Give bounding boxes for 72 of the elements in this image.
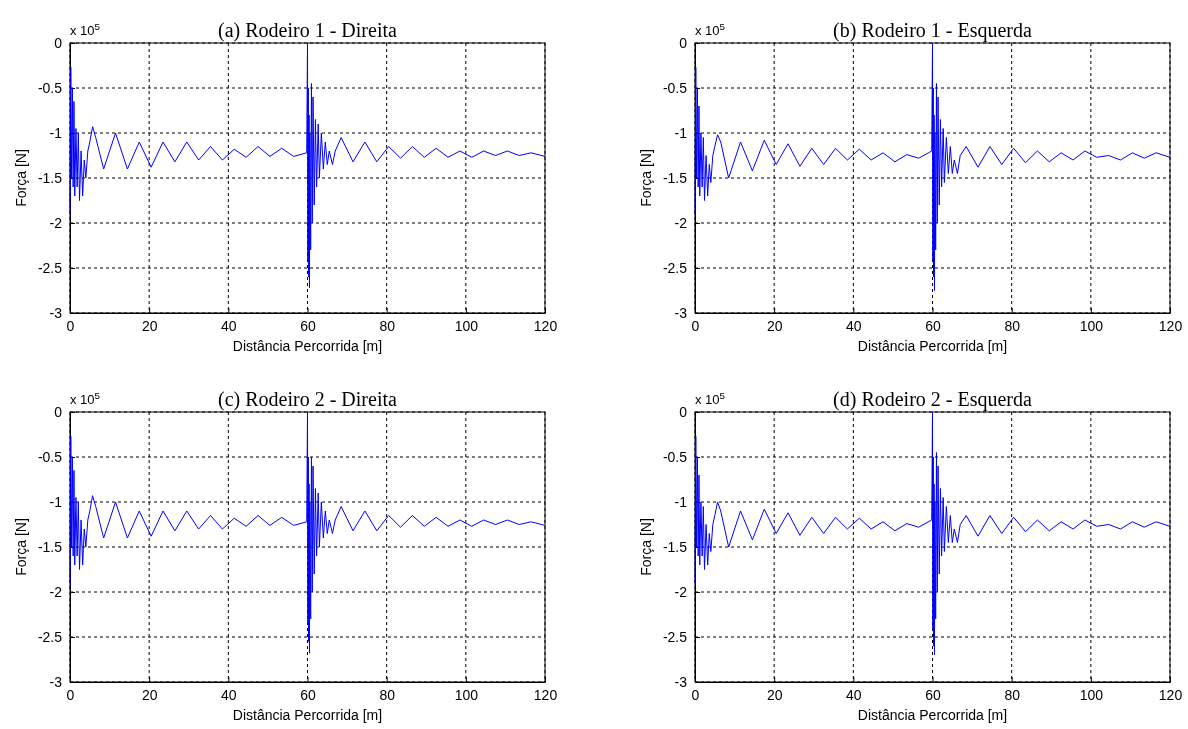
- chart-title: (a) Rodeiro 1 - Direita: [218, 19, 398, 42]
- y-tick-label: -3: [674, 673, 688, 690]
- y-tick-label: -1.5: [37, 169, 63, 186]
- y-axis-title: Força [N]: [638, 518, 654, 576]
- y-tick-label: -0.5: [662, 79, 688, 96]
- x-tick-label: 60: [300, 686, 316, 703]
- x-axis-title: Distância Percorrida [m]: [857, 338, 1008, 354]
- text: x 10$^{5}$: [695, 20, 726, 38]
- y-tick-label: -2: [49, 583, 63, 600]
- x-tick-label: 80: [379, 686, 396, 703]
- y-tick-label: -0.5: [37, 79, 63, 96]
- y-tick-label: -2: [674, 214, 688, 231]
- chart-title: (c) Rodeiro 2 - Direita: [218, 388, 398, 411]
- y-tick-label: -1: [49, 124, 63, 141]
- y-tick-label: -2: [49, 214, 63, 231]
- x-tick-label: 40: [221, 317, 237, 334]
- y-tick-label: -2.5: [37, 259, 63, 276]
- x-tick-label: 80: [379, 317, 396, 334]
- x-axis-title: Distância Percorrida [m]: [857, 707, 1008, 723]
- y-tick-label: 0: [54, 403, 63, 420]
- y-tick-label: 0: [679, 403, 688, 420]
- x-tick-label: 20: [141, 317, 158, 334]
- x-axis-title: Distância Percorrida [m]: [232, 707, 383, 723]
- text: x 10$^{5}$: [70, 389, 101, 407]
- chart-title: (d) Rodeiro 2 - Esquerda: [833, 388, 1033, 411]
- chart-title: (b) Rodeiro 1 - Esquerda: [833, 19, 1033, 42]
- y-axis-title: Força [N]: [638, 149, 654, 207]
- x-tick-label: 0: [66, 317, 75, 334]
- y-tick-label: -3: [674, 304, 688, 321]
- y-axis-title: Força [N]: [13, 149, 29, 207]
- x-tick-label: 0: [691, 317, 700, 334]
- x-tick-label: 60: [925, 317, 941, 334]
- x-tick-label: 0: [66, 686, 75, 703]
- x-axis-title: Distância Percorrida [m]: [232, 338, 383, 354]
- y-tick-label: -2.5: [662, 259, 688, 276]
- y-tick-label: -3: [49, 304, 63, 321]
- x-tick-label: 100: [1079, 317, 1104, 334]
- y-tick-label: -0.5: [37, 448, 63, 465]
- x-tick-label: 80: [1004, 686, 1021, 703]
- y-tick-label: -2.5: [37, 628, 63, 645]
- text: x 10$^{5}$: [695, 389, 726, 407]
- y-tick-label: -2.5: [662, 628, 688, 645]
- x-tick-label: 0: [691, 686, 700, 703]
- x-tick-label: 20: [766, 317, 783, 334]
- x-tick-label: 40: [221, 686, 237, 703]
- x-tick-label: 100: [1079, 686, 1104, 703]
- x-tick-label: 100: [454, 686, 479, 703]
- y-tick-label: -2: [674, 583, 688, 600]
- x-tick-label: 20: [766, 686, 783, 703]
- x-tick-label: 80: [1004, 317, 1021, 334]
- y-axis-title: Força [N]: [13, 518, 29, 576]
- x-tick-label: 120: [533, 317, 558, 334]
- y-tick-label: -1: [49, 493, 63, 510]
- x-tick-label: 120: [533, 686, 558, 703]
- x-tick-label: 60: [300, 317, 316, 334]
- y-tick-label: -1: [674, 124, 688, 141]
- y-tick-label: -1.5: [37, 538, 63, 555]
- x-tick-label: 20: [141, 686, 158, 703]
- x-tick-label: 120: [1158, 317, 1183, 334]
- y-tick-label: -1: [674, 493, 688, 510]
- x-tick-label: 60: [925, 686, 941, 703]
- y-tick-label: 0: [679, 34, 688, 51]
- y-tick-label: -1.5: [662, 538, 688, 555]
- x-tick-label: 100: [454, 317, 479, 334]
- y-tick-label: -1.5: [662, 169, 688, 186]
- y-tick-label: 0: [54, 34, 63, 51]
- x-tick-label: 120: [1158, 686, 1183, 703]
- y-tick-label: -3: [49, 673, 63, 690]
- y-tick-label: -0.5: [662, 448, 688, 465]
- x-tick-label: 40: [846, 317, 862, 334]
- text: x 10$^{5}$: [70, 20, 101, 38]
- x-tick-label: 40: [846, 686, 862, 703]
